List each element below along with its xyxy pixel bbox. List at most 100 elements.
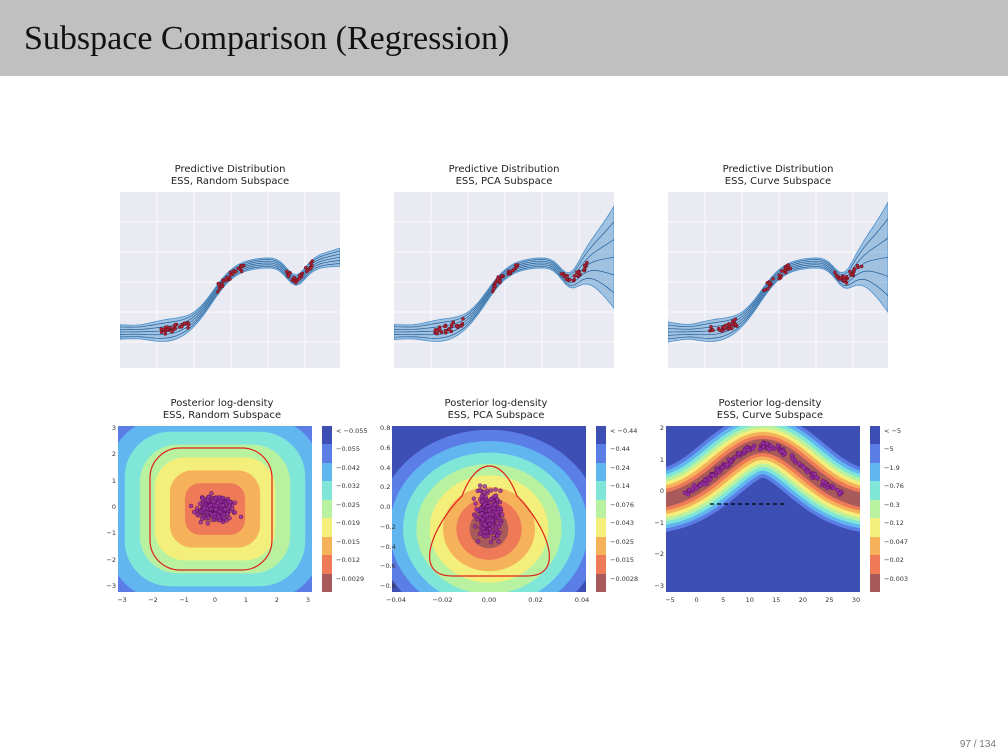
page-number: 97 / 134 xyxy=(959,739,996,750)
sample-point xyxy=(732,455,738,460)
colorbar-segment xyxy=(596,555,606,574)
y-tick-label: −0.6 xyxy=(380,562,396,571)
y-tick-label: 1 xyxy=(111,476,116,485)
colorbar-segment xyxy=(870,481,880,500)
sample-point xyxy=(724,462,729,468)
data-point xyxy=(856,265,860,270)
data-point xyxy=(169,325,173,330)
sample-point xyxy=(197,501,203,506)
panel-title: Predictive Distribution ESS, Curve Subspa… xyxy=(658,164,898,188)
x-tick-label: 10 xyxy=(745,596,754,604)
panel-title-line2: ESS, Curve Subspace xyxy=(716,410,824,421)
plot-area xyxy=(668,192,888,368)
sample-point xyxy=(213,507,218,512)
sample-point xyxy=(492,502,498,507)
sample-point xyxy=(482,529,487,535)
sample-point xyxy=(232,500,238,505)
panel-title-line1: Predictive Distribution xyxy=(174,164,286,175)
sample-curve xyxy=(394,221,614,328)
panel-title-line2: ESS, Random Subspace xyxy=(162,410,282,421)
data-point xyxy=(217,286,222,291)
sample-point xyxy=(496,539,501,544)
sample-point xyxy=(692,483,697,488)
sample-point xyxy=(796,461,802,466)
data-point xyxy=(564,277,569,282)
sample-point xyxy=(194,506,200,511)
sample-point xyxy=(495,533,500,538)
data-point xyxy=(461,317,465,321)
data-point xyxy=(162,327,166,332)
panel-title: Posterior log-density ESS, Random Subspac… xyxy=(102,398,342,422)
data-point xyxy=(512,267,516,272)
sample-point xyxy=(477,531,483,537)
data-point xyxy=(730,323,735,327)
sample-point xyxy=(191,509,197,515)
y-tick-label: −3 xyxy=(654,582,664,590)
colorbar-segment xyxy=(596,426,606,445)
density-contours xyxy=(392,429,586,592)
colorbar-segment xyxy=(322,462,332,482)
data-point xyxy=(297,277,301,281)
data-point xyxy=(435,331,439,336)
sample-point xyxy=(199,516,205,521)
predictive-panel: Predictive Distribution ESS, Random Subsp… xyxy=(120,164,340,370)
y-tick-label: 0 xyxy=(659,487,664,496)
colorbar-label: −0.14 xyxy=(610,482,630,491)
sample-point xyxy=(479,493,485,499)
data-point xyxy=(442,324,447,329)
data-point xyxy=(852,266,857,271)
sample-point xyxy=(488,488,494,493)
y-tick-label: 2 xyxy=(111,450,116,459)
y-tick-label: −1 xyxy=(654,518,664,527)
data-point xyxy=(309,266,313,270)
colorbar-label: −0.025 xyxy=(610,537,635,546)
sample-point xyxy=(479,511,484,516)
sample-point xyxy=(205,497,210,503)
panel-title-line1: Posterior log-density xyxy=(718,398,822,409)
sample-point xyxy=(238,514,244,520)
data-point xyxy=(215,290,220,294)
sample-point xyxy=(209,512,215,517)
data-point xyxy=(220,284,225,289)
y-tick-label: 0.6 xyxy=(380,443,391,452)
data-point xyxy=(842,278,847,282)
panel-title: Predictive Distribution ESS, Random Subsp… xyxy=(110,164,350,188)
predictive-panel: Predictive Distribution ESS, PCA Subspace xyxy=(394,164,614,370)
data-point xyxy=(217,282,221,287)
sample-point xyxy=(764,441,770,446)
panel-title: Posterior log-density ESS, Curve Subspace xyxy=(650,398,890,422)
x-tick-label: −2 xyxy=(148,596,158,604)
data-point xyxy=(508,270,512,274)
colorbar-segment xyxy=(870,573,880,592)
data-point xyxy=(777,276,782,281)
slide-title-bar: Subspace Comparison (Regression) xyxy=(0,0,1008,76)
predictive-panel: Predictive Distribution ESS, Curve Subspa… xyxy=(668,164,888,370)
data-point xyxy=(292,276,296,280)
data-point xyxy=(310,259,315,263)
y-tick-label: 0.0 xyxy=(380,503,391,511)
density-plot-area xyxy=(392,426,586,592)
colorbar-label: −0.24 xyxy=(610,463,630,472)
predictive-band xyxy=(120,247,340,342)
data-point xyxy=(239,269,244,274)
slide-title: Subspace Comparison (Regression) xyxy=(24,20,510,57)
x-tick-label: −5 xyxy=(665,596,675,604)
data-point xyxy=(180,325,184,329)
colorbar-segment xyxy=(870,518,880,537)
sample-point xyxy=(790,456,795,462)
x-tick-label: 30 xyxy=(851,596,861,604)
data-point xyxy=(490,289,495,294)
sample-point xyxy=(490,524,495,529)
sample-point xyxy=(232,510,237,515)
sample-curve xyxy=(394,266,614,339)
sample-point xyxy=(708,477,713,482)
colorbar-segment xyxy=(870,536,880,556)
sample-point xyxy=(225,511,230,517)
colorbar xyxy=(596,426,606,592)
panel-title-line2: ESS, PCA Subspace xyxy=(447,410,545,421)
x-tick-label: 0 xyxy=(212,596,218,604)
data-point xyxy=(835,275,840,279)
x-tick-label: 20 xyxy=(798,596,807,604)
colorbar-label: < −0.44 xyxy=(610,427,638,435)
data-point xyxy=(783,266,788,271)
